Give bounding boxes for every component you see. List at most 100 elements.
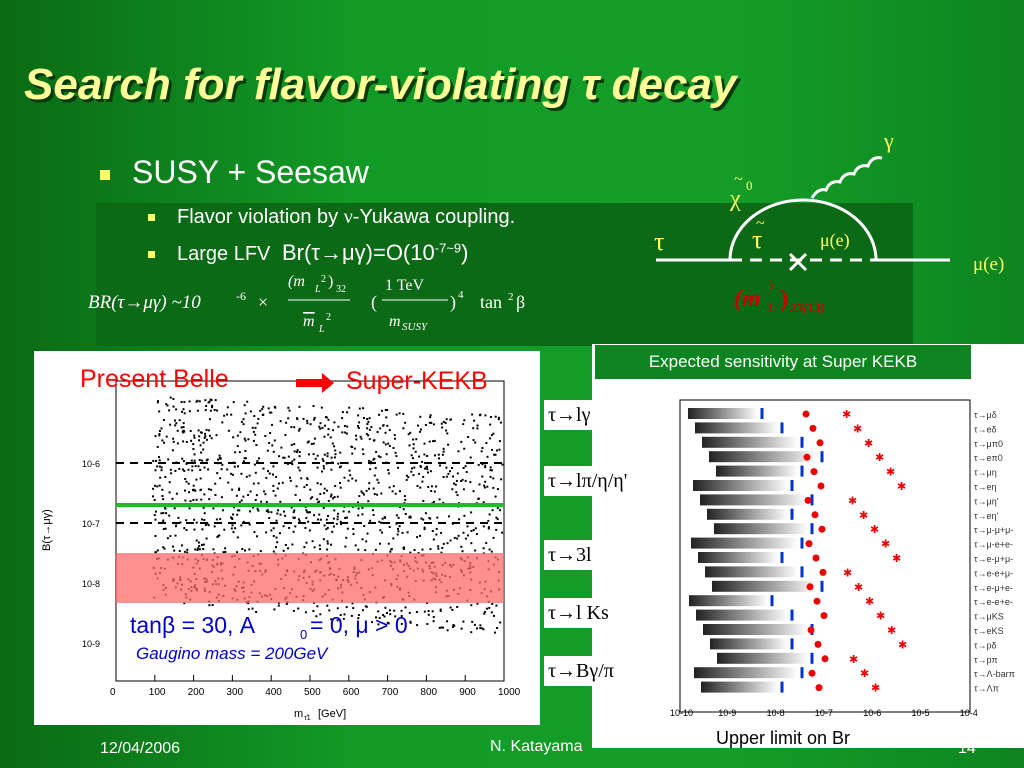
scatter-point (334, 485, 337, 487)
x-tick-label: 10-7 (815, 708, 833, 718)
scatter-point (433, 490, 436, 493)
scatter-point (333, 456, 336, 459)
scatter-point (446, 432, 449, 435)
x-tick-label: 10-5 (912, 708, 930, 718)
belle-limit-dot (815, 684, 823, 692)
mode-label: τ→e-e+μ- (974, 568, 1013, 578)
scatter-point (354, 479, 357, 482)
plot-frame (679, 399, 971, 713)
bullet-text: SUSY + Seesaw (132, 154, 369, 190)
scatter-point (193, 459, 196, 462)
scatter-point (449, 418, 452, 421)
scatter-point (162, 519, 165, 522)
scatter-point (208, 498, 211, 501)
formula-beta: β (516, 292, 525, 312)
scatter-point (312, 442, 315, 445)
scatter-point (453, 482, 455, 485)
scatter-point (455, 479, 458, 482)
scatter-point (449, 539, 452, 542)
scatter-point (251, 607, 254, 610)
scatter-point (182, 408, 185, 411)
scatter-point (336, 512, 339, 515)
formula-lhs: BR(τ→μγ) ~10 (88, 292, 201, 313)
scatter-point (159, 430, 161, 432)
scatter-point (152, 459, 155, 462)
params-sub: 0 (300, 627, 307, 642)
scatter-point (174, 419, 176, 422)
scatter-point (203, 436, 206, 439)
scatter-point (371, 621, 373, 624)
scatter-point (472, 490, 475, 493)
scatter-point (234, 451, 237, 454)
belle-limit-dot (802, 410, 810, 418)
sensitivity-bar (717, 652, 808, 664)
scatter-point (290, 443, 293, 446)
scatter-point (358, 421, 361, 424)
scatter-point (373, 474, 376, 477)
scatter-point (185, 480, 188, 483)
y-tick-label: 10-6 (82, 459, 100, 469)
scatter-point (395, 514, 398, 517)
chi-tilde: ~ (734, 171, 743, 188)
scatter-point (154, 518, 157, 521)
scatter-point (496, 449, 499, 452)
scatter-point (254, 426, 257, 429)
scatter-point (456, 472, 459, 475)
scatter-point (193, 518, 196, 521)
scatter-point (175, 422, 178, 425)
scatter-point (343, 613, 346, 616)
sensitivity-panel: ✱ ✱ ✱ ✱ ✱ ✱ ✱ ✱ ✱ ✱ ✱ ✱ ✱ ✱ ✱ ✱ ✱ ✱ ✱ ✱ τ→μδ τ→eδ τ→μπ0 τ→eπ0 τ… (592, 344, 1024, 748)
scatter-point (344, 545, 347, 548)
scatter-point (435, 527, 438, 530)
scatter-point (207, 524, 210, 527)
scatter-point (339, 520, 342, 523)
belle-limit-dot (818, 525, 826, 533)
scatter-point (212, 548, 215, 551)
scatter-point (366, 423, 369, 426)
scatter-point (222, 551, 225, 554)
belle-limit-dot (806, 583, 814, 591)
scatter-point (439, 608, 442, 611)
scatter-point (163, 441, 165, 444)
scatter-point (189, 430, 192, 432)
scatter-point (298, 427, 301, 430)
scatter-point (326, 604, 329, 607)
scatter-point (322, 538, 325, 541)
scatter-point (267, 470, 269, 473)
scatter-point (494, 453, 497, 456)
scatter-point (345, 432, 348, 435)
scatter-point (165, 512, 168, 515)
scatter-point (402, 508, 405, 511)
scatter-point (215, 518, 218, 521)
scatter-point (199, 444, 202, 447)
scatter-point (485, 542, 488, 545)
scatter-point (360, 490, 363, 493)
scatter-point (244, 439, 247, 442)
scatter-point (203, 466, 206, 469)
scatter-point (226, 406, 229, 409)
belle-limit-dot (805, 540, 813, 548)
scatter-point (327, 433, 330, 436)
scatter-point (368, 459, 371, 462)
theory-star-icon: ✱ (849, 654, 858, 666)
scatter-point (406, 531, 409, 534)
scatter-point (392, 485, 395, 488)
scatter-point (338, 466, 341, 469)
sub2-pre: Large LFV (177, 243, 276, 265)
scatter-point (399, 506, 402, 509)
scatter-point (195, 498, 198, 501)
scatter-point (500, 478, 503, 481)
scatter-point (219, 477, 222, 480)
scatter-point (254, 499, 257, 501)
scatter-point (474, 549, 477, 552)
scatter-point (449, 606, 452, 609)
scatter-point (482, 628, 485, 631)
scatter-point (470, 604, 473, 607)
scatter-point (256, 535, 258, 538)
scatter-point (423, 526, 426, 529)
scatter-point (189, 500, 192, 503)
scatter-point (287, 547, 289, 550)
scatter-point (341, 417, 344, 420)
scatter-point (395, 413, 398, 416)
scatter-point (367, 420, 370, 423)
